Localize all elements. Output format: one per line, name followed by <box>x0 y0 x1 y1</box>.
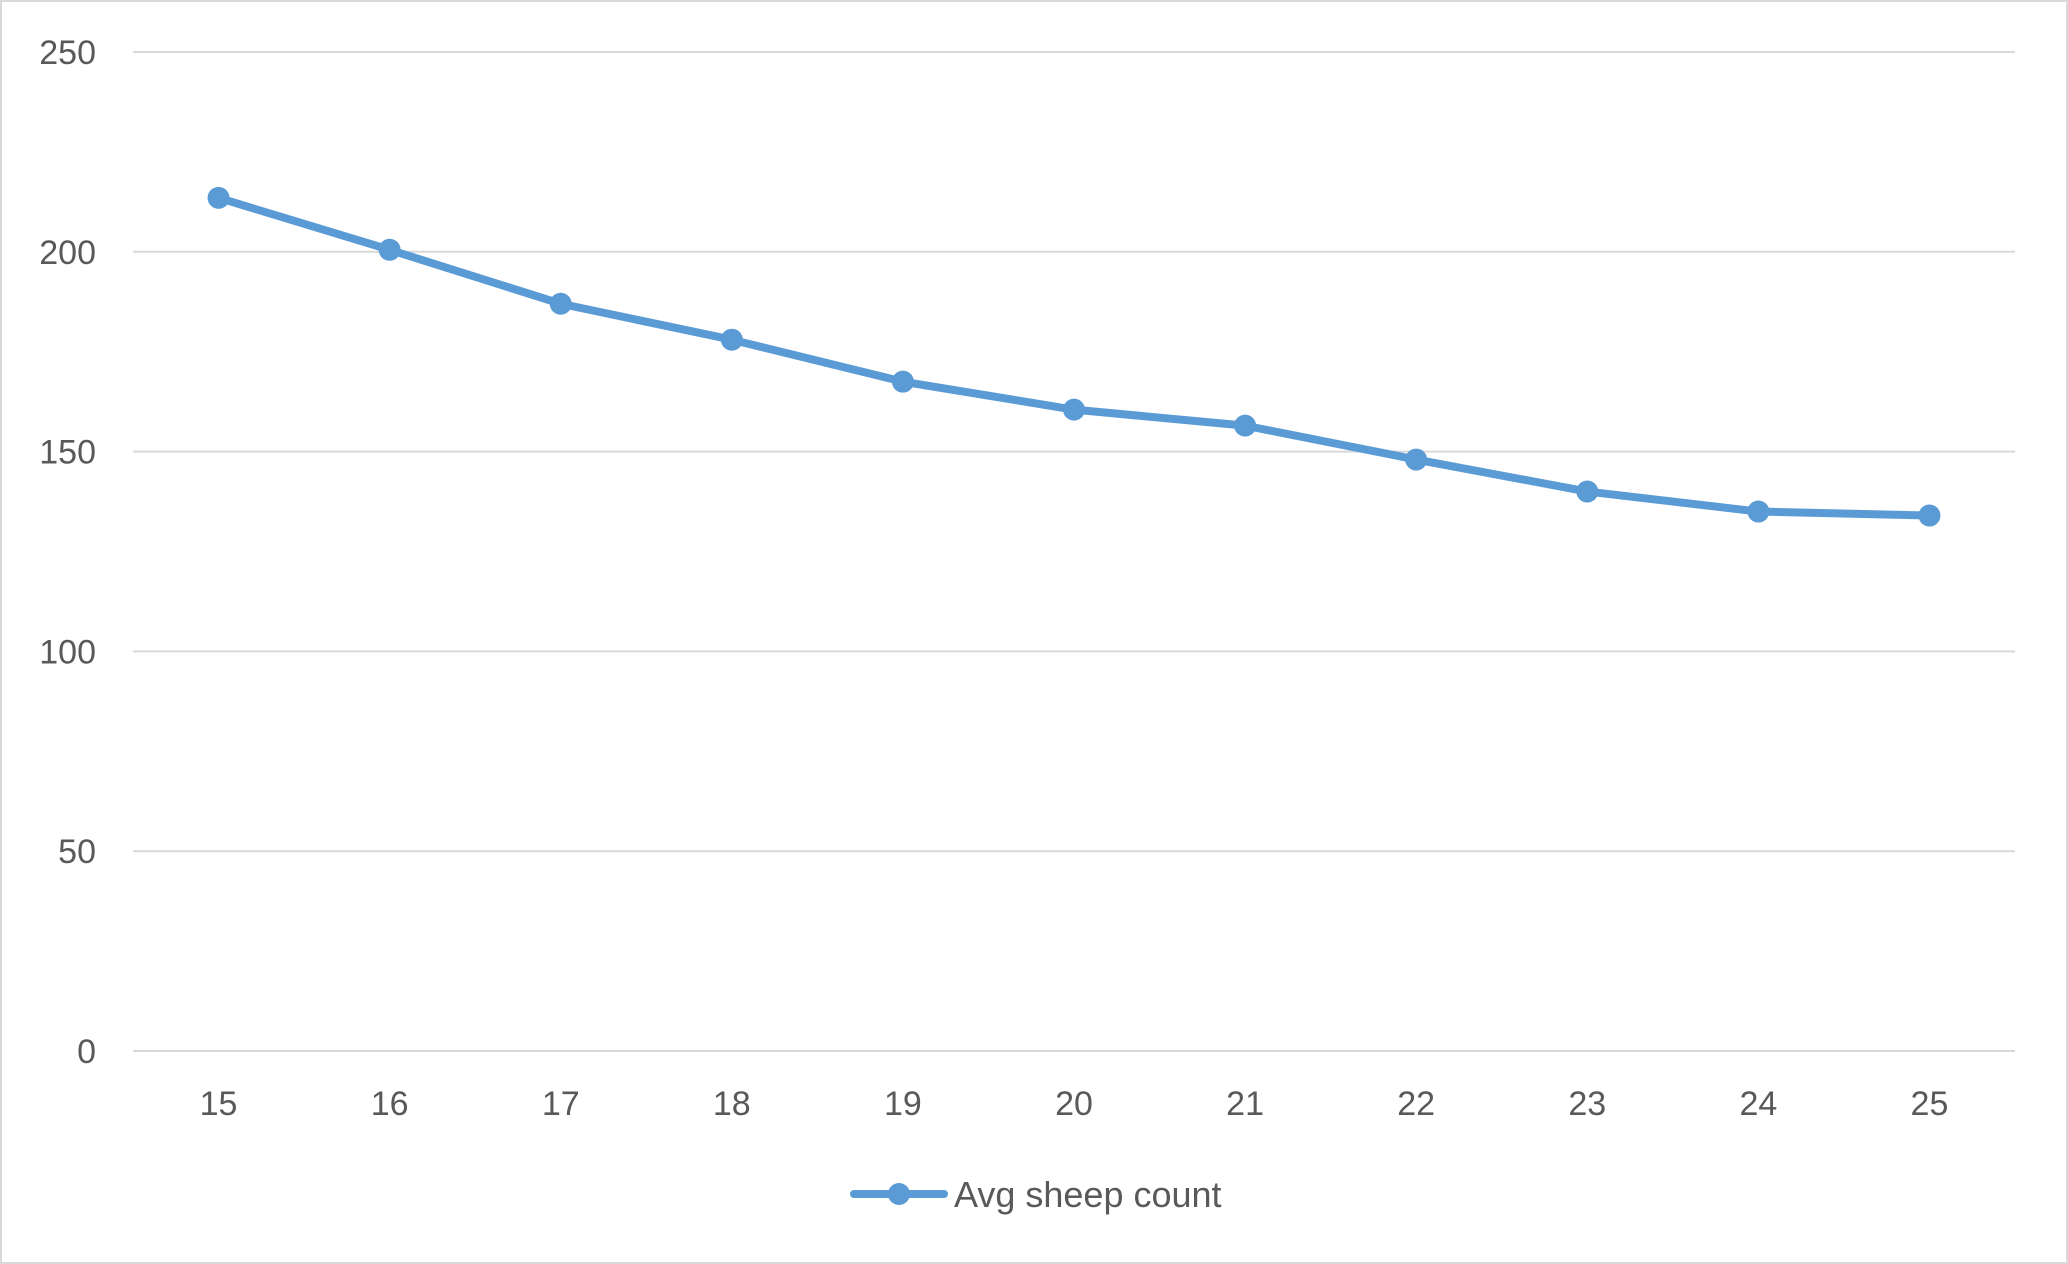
x-tick-label: 22 <box>1397 1085 1435 1123</box>
x-tick-label: 17 <box>542 1085 580 1123</box>
data-point <box>720 328 743 351</box>
y-tick-label: 250 <box>39 34 96 72</box>
x-tick-label: 21 <box>1226 1085 1264 1123</box>
x-tick-label: 18 <box>713 1085 751 1123</box>
legend-marker-swatch <box>888 1183 910 1205</box>
data-point <box>378 238 401 261</box>
y-axis-tick-labels: 0 50 100 150 200 250 <box>39 34 96 1071</box>
y-tick-label: 50 <box>58 833 96 871</box>
legend: Avg sheep count <box>850 1174 1222 1215</box>
x-tick-label: 15 <box>200 1085 238 1123</box>
data-point <box>1918 504 1941 527</box>
x-axis-tick-labels: 15 16 17 18 19 20 21 22 23 24 25 <box>200 1085 1949 1123</box>
y-tick-label: 150 <box>39 434 96 472</box>
data-point <box>549 292 572 315</box>
data-point <box>1576 480 1599 503</box>
series-line <box>214 193 1934 520</box>
gridlines <box>133 51 2015 1052</box>
x-tick-label: 23 <box>1568 1085 1606 1123</box>
data-point <box>1405 448 1428 471</box>
x-tick-label: 19 <box>884 1085 922 1123</box>
x-tick-label: 25 <box>1911 1085 1949 1123</box>
data-point <box>207 186 230 209</box>
legend-label: Avg sheep count <box>954 1174 1222 1215</box>
series-layer <box>207 186 1941 527</box>
data-point <box>891 370 914 393</box>
x-tick-label: 20 <box>1055 1085 1093 1123</box>
x-tick-label: 24 <box>1739 1085 1777 1123</box>
x-tick-label: 16 <box>371 1085 409 1123</box>
data-point <box>1063 398 1085 421</box>
data-point <box>1234 414 1257 437</box>
y-tick-label: 100 <box>39 633 96 671</box>
data-point <box>1747 500 1770 523</box>
y-tick-label: 0 <box>77 1033 96 1071</box>
y-tick-label: 200 <box>39 234 96 272</box>
